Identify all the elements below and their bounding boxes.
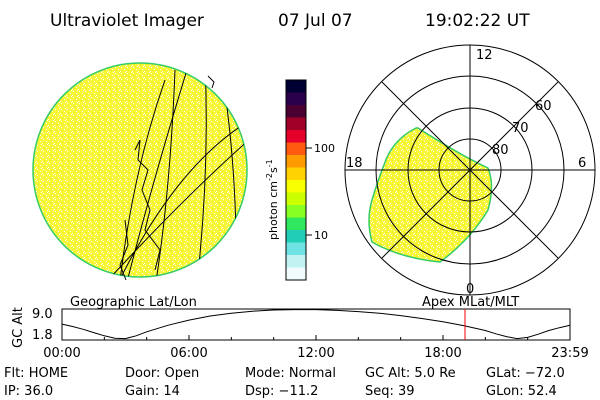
colorbar-unit-label: photon cm-2s-1 — [265, 159, 280, 240]
colorbar-band — [286, 205, 306, 218]
colorbar-band — [286, 142, 306, 156]
colorbar-band — [286, 230, 306, 243]
colorbar-tick-label-10: 10 — [314, 229, 328, 242]
colorbar-band — [286, 255, 306, 268]
time-label: 19:02:22 UT — [425, 11, 530, 31]
colorbar: 100 10 photon cm-2s-1 — [265, 79, 335, 281]
lat-label-70: 70 — [512, 121, 529, 136]
ytick-label-bottom: 1.8 — [32, 328, 53, 343]
timeline-ticks — [61, 335, 571, 340]
lat-label-80: 80 — [492, 143, 509, 158]
geographic-panel — [32, 62, 248, 281]
colorbar-band — [286, 117, 306, 131]
colorbar-band — [286, 92, 306, 106]
status-block: Flt: HOME Door: Open Mode: Normal GC Alt… — [4, 366, 565, 399]
status-dsp: Dsp: −11.2 — [245, 384, 318, 399]
geo-image-disk — [32, 62, 248, 278]
status-flight: Flt: HOME — [4, 366, 68, 381]
colorbar-band — [286, 167, 306, 181]
colorbar-bands — [286, 80, 306, 281]
polar-panel-label: Apex MLat/MLT — [422, 295, 519, 310]
colorbar-band — [286, 217, 306, 231]
colorbar-band — [286, 155, 306, 168]
geo-panel-label: Geographic Lat/Lon — [70, 295, 197, 310]
colorbar-band — [286, 80, 306, 93]
coastline-fragment — [207, 75, 215, 89]
instrument-title: Ultraviolet Imager — [50, 11, 204, 31]
status-glat: GLat: −72.0 — [486, 366, 565, 381]
lat-label-60: 60 — [535, 99, 552, 114]
status-seq: Seq: 39 — [365, 384, 415, 399]
colorbar-band — [286, 242, 306, 256]
mlt-label-6: 6 — [578, 156, 586, 171]
status-door: Door: Open — [125, 366, 199, 381]
xtick-label-2359: 23:59 — [551, 346, 588, 361]
colorbar-tick-label-100: 100 — [314, 142, 335, 155]
colorbar-frame — [285, 79, 307, 281]
coastline-outline — [119, 139, 161, 281]
polar-panel: 12 18 6 0 60 70 80 — [344, 44, 596, 297]
status-ip: IP: 36.0 — [4, 384, 53, 399]
xtick-label-0000: 00:00 — [43, 346, 80, 361]
colorbar-band — [286, 180, 306, 193]
altitude-timeline: GC Alt 9.0 1.8 00:00 06:00 12:00 18:00 2… — [11, 307, 589, 361]
altitude-curve — [61, 309, 571, 340]
status-gain: Gain: 14 — [125, 384, 180, 399]
colorbar-band — [286, 192, 306, 206]
status-mode: Mode: Normal — [245, 366, 336, 381]
status-gc-alt: GC Alt: 5.0 Re — [365, 366, 456, 381]
mlt-label-0: 0 — [466, 282, 474, 297]
status-glon: GLon: 52.4 — [486, 384, 557, 399]
date-label: 07 Jul 07 — [278, 11, 353, 31]
xtick-label-1800: 18:00 — [424, 346, 461, 361]
colorbar-band — [286, 105, 306, 118]
mlt-label-12: 12 — [476, 48, 493, 63]
mlt-label-18: 18 — [346, 156, 363, 171]
timeline-ylabel: GC Alt — [11, 307, 26, 348]
colorbar-band — [286, 130, 306, 143]
auroral-oval — [368, 127, 493, 263]
xtick-label-0600: 06:00 — [170, 346, 207, 361]
ytick-label-top: 9.0 — [32, 307, 53, 322]
polar-grid — [344, 44, 596, 296]
colorbar-band — [286, 267, 306, 281]
xtick-label-1200: 12:00 — [297, 346, 334, 361]
